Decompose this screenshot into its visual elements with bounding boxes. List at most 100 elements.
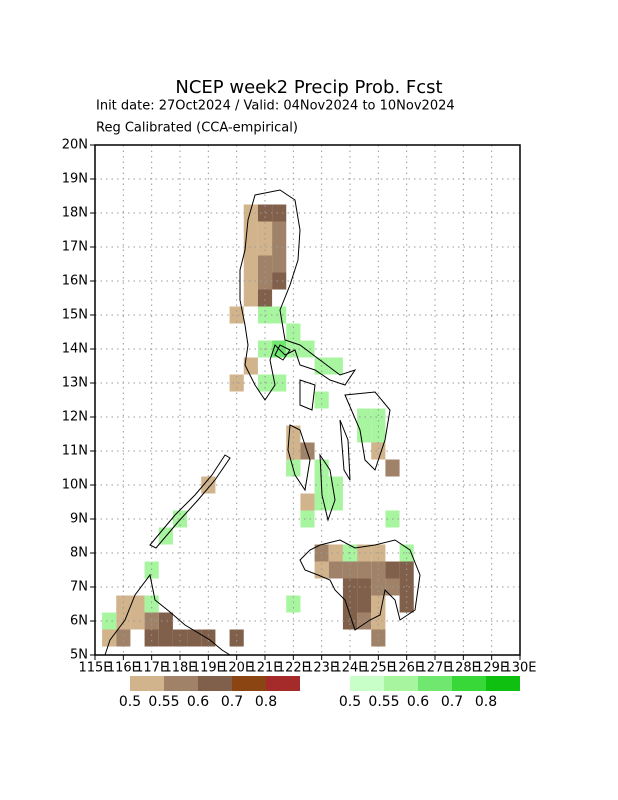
wet-cell [286,595,301,613]
dry-cell [243,289,258,307]
dry-cell [130,612,145,630]
lon-tick-label: 120E [220,661,253,676]
wet-cell [357,425,372,443]
lat-tick-label: 14N [62,342,88,357]
wet-level-label: 0.5 [339,694,361,710]
wet-cell [272,374,287,392]
dry-cell [371,595,386,613]
dry-cell [201,476,216,494]
lon-tick-label: 117E [135,661,168,676]
dry-cell [243,272,258,290]
lat-tick-label: 16N [62,274,88,289]
lon-tick-label: 118E [163,661,196,676]
dry-cell [243,204,258,222]
wet-cell [371,425,386,443]
dry-cell [357,612,372,630]
wet-cell [328,476,343,494]
lon-tick-label: 119E [192,661,225,676]
lon-tick-label: 123E [305,661,338,676]
wet-cell [257,306,273,324]
dry-cell [272,272,287,290]
lon-tick-label: 125E [362,661,395,676]
dry-cell [371,442,386,460]
lat-tick-label: 15N [62,308,88,323]
wet-swatch [384,676,418,691]
dry-swatch [198,676,232,691]
lon-tick-label: 129E [475,661,508,676]
lon-tick-label: 116E [107,661,140,676]
wet-cell [328,493,343,511]
lat-tick-label: 13N [62,376,88,391]
lat-tick-label: 7N [70,580,88,595]
dry-cell [300,493,315,511]
dry-cell [229,629,244,647]
wet-cell [314,391,329,409]
dry-cell [385,561,400,579]
dry-cell [272,221,287,239]
dry-cell [257,238,273,256]
lat-tick-label: 8N [70,546,88,561]
dry-cell [130,595,145,613]
dry-cell [342,578,358,596]
dry-cell [257,204,273,222]
dry-cell [328,544,343,562]
dry-cell [243,221,258,239]
dry-cell [257,272,273,290]
lat-tick-label: 17N [62,240,88,255]
dry-cell [399,595,414,613]
dry-cell [357,561,372,579]
dry-cell [257,221,273,239]
wet-cell [314,493,329,511]
lat-tick-label: 18N [62,206,88,221]
lon-tick-label: 121E [248,661,281,676]
dry-swatch [130,676,164,691]
dry-cell [116,629,131,647]
wet-swatch [418,676,452,691]
dry-level-label: 0.55 [148,694,179,710]
dry-cell [144,612,159,630]
lat-tick-label: 9N [70,512,88,527]
dry-cell [172,629,188,647]
wet-cell [357,408,372,426]
wet-level-label: 0.55 [368,694,399,710]
wet-swatch [350,676,384,691]
method: Reg Calibrated (CCA-empirical) [96,121,298,136]
dry-cell [272,238,287,256]
lat-tick-label: 19N [62,172,88,187]
coastlines [104,189,421,656]
dry-cell [187,629,202,647]
lat-tick-label: 6N [70,614,88,629]
lon-tick-label: 128E [447,661,480,676]
dry-swatch [164,676,198,691]
lat-tick-label: 12N [62,410,88,425]
dry-cell [399,578,414,596]
dry-cell [158,612,173,630]
dry-cell [102,629,117,647]
dry-cell [371,612,386,630]
dry-level-label: 0.6 [187,694,209,710]
dry-cell [257,289,273,307]
title: NCEP week2 Precip Prob. Fcst [175,77,442,98]
dry-level-label: 0.8 [255,694,277,710]
dry-cell [158,629,173,647]
wet-level-label: 0.8 [475,694,497,710]
dry-cell [272,204,287,222]
dry-cell [116,595,131,613]
lon-tick-label: 127E [418,661,451,676]
dry-cell [243,255,258,273]
dry-cell [328,561,343,579]
dry-cell [357,595,372,613]
dry-cell [371,629,386,647]
dry-cell [371,578,386,596]
wet-cell [314,459,329,477]
init-line: Init date: 27Oct2024 / Valid: 04Nov2024 … [96,99,455,114]
dry-level-label: 0.7 [221,694,243,710]
lat-tick-label: 20N [62,138,88,153]
wet-level-label: 0.7 [441,694,463,710]
dry-cell [342,595,358,613]
wet-level-label: 0.6 [407,694,429,710]
dry-cell [257,255,273,273]
lat-tick-label: 10N [62,478,88,493]
lon-tick-label: 130E [503,661,536,676]
